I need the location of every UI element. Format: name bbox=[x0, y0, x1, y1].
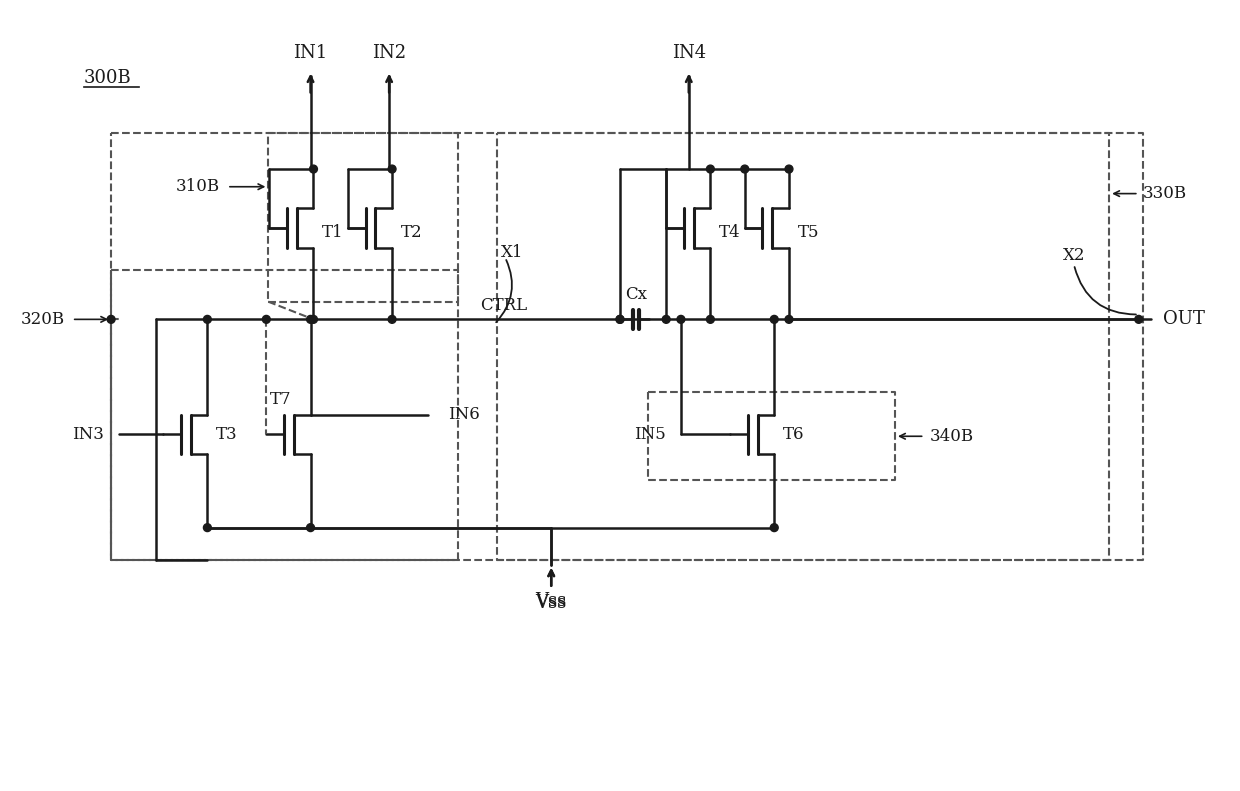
Text: T6: T6 bbox=[784, 426, 805, 443]
Circle shape bbox=[740, 165, 749, 173]
Text: IN4: IN4 bbox=[672, 44, 706, 62]
Text: IN1: IN1 bbox=[294, 44, 327, 62]
Circle shape bbox=[107, 316, 115, 324]
Text: T2: T2 bbox=[401, 225, 423, 241]
Text: T5: T5 bbox=[797, 225, 820, 241]
Circle shape bbox=[310, 165, 317, 173]
Circle shape bbox=[388, 165, 396, 173]
Circle shape bbox=[388, 316, 396, 324]
Text: Vss: Vss bbox=[536, 594, 567, 612]
Text: T1: T1 bbox=[322, 225, 343, 241]
Circle shape bbox=[203, 316, 211, 324]
Text: 330B: 330B bbox=[1142, 185, 1187, 202]
Text: 340B: 340B bbox=[930, 428, 973, 445]
Text: T7: T7 bbox=[270, 392, 291, 408]
Circle shape bbox=[203, 524, 211, 532]
Text: OUT: OUT bbox=[1163, 310, 1205, 328]
Text: CTRL: CTRL bbox=[481, 297, 528, 314]
Circle shape bbox=[306, 524, 315, 532]
Circle shape bbox=[616, 316, 624, 324]
Text: IN5: IN5 bbox=[635, 426, 666, 443]
Text: IN2: IN2 bbox=[372, 44, 407, 62]
Circle shape bbox=[662, 316, 670, 324]
Circle shape bbox=[707, 316, 714, 324]
Circle shape bbox=[1135, 316, 1142, 324]
Text: 320B: 320B bbox=[21, 311, 64, 327]
Text: T3: T3 bbox=[216, 426, 238, 443]
Circle shape bbox=[677, 316, 684, 324]
Circle shape bbox=[770, 524, 779, 532]
Text: Cx: Cx bbox=[625, 286, 647, 303]
Circle shape bbox=[263, 316, 270, 324]
Circle shape bbox=[785, 165, 792, 173]
Text: 310B: 310B bbox=[176, 178, 221, 195]
Text: Vss: Vss bbox=[536, 592, 567, 611]
Circle shape bbox=[306, 316, 315, 324]
Text: X2: X2 bbox=[1063, 247, 1085, 264]
Circle shape bbox=[770, 316, 779, 324]
Circle shape bbox=[707, 165, 714, 173]
Circle shape bbox=[310, 316, 317, 324]
Text: T4: T4 bbox=[719, 225, 740, 241]
Circle shape bbox=[616, 316, 624, 324]
Circle shape bbox=[785, 316, 792, 324]
Text: X1: X1 bbox=[501, 244, 523, 261]
Text: IN6: IN6 bbox=[448, 406, 480, 423]
Text: IN3: IN3 bbox=[72, 426, 104, 443]
Text: 300B: 300B bbox=[83, 69, 131, 87]
